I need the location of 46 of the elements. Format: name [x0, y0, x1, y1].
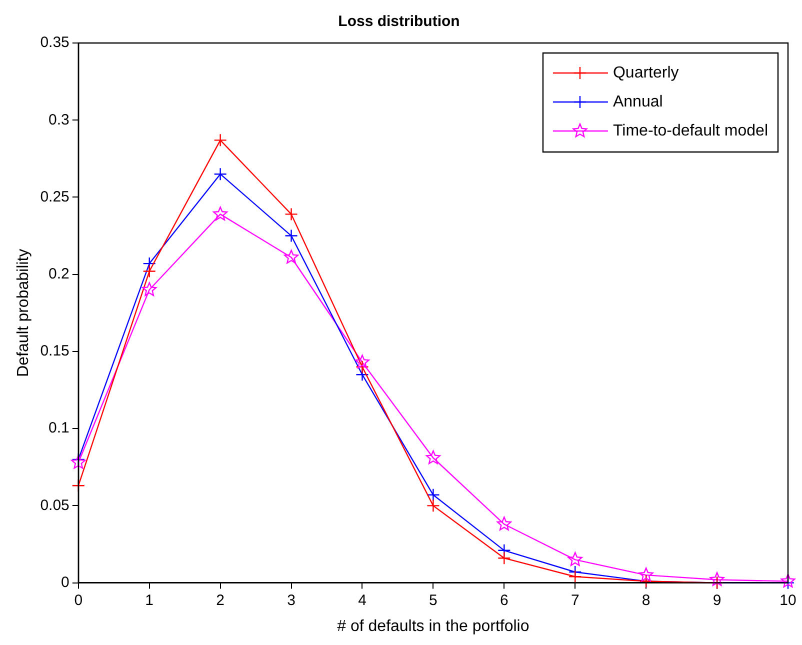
x-tick-label: 8	[642, 592, 650, 609]
point	[780, 574, 796, 588]
point	[426, 488, 440, 502]
y-tick-label: 0.25	[40, 188, 70, 206]
y-tick-label: 0.35	[40, 34, 70, 52]
point	[142, 282, 157, 296]
x-tick-label: 7	[570, 592, 580, 609]
point	[284, 229, 298, 242]
point	[214, 167, 227, 181]
y-tick-label: 0.2	[48, 265, 70, 282]
legend-label: Quarterly	[612, 64, 679, 82]
point	[142, 264, 156, 278]
y-tick-label: 0.3	[48, 111, 70, 128]
chart-title: Loss distribution	[338, 13, 460, 30]
x-tick-label: 6	[500, 592, 508, 609]
y-axis-title: Default probability	[15, 248, 32, 377]
point	[213, 206, 228, 220]
x-tick-label: 9	[712, 592, 722, 609]
point	[214, 134, 227, 147]
x-tick-label: 1	[145, 592, 154, 609]
point	[426, 450, 440, 464]
point	[284, 250, 299, 264]
point	[498, 552, 511, 565]
y-tick-label: 0.1	[48, 420, 70, 437]
point	[638, 567, 654, 582]
y-tick-label: 0	[61, 574, 70, 591]
y-tick-label: 0.15	[40, 342, 70, 360]
point	[284, 208, 298, 221]
y-tick-label: 0.05	[40, 496, 70, 514]
point	[426, 499, 440, 512]
point	[356, 360, 369, 374]
point	[568, 570, 582, 584]
point	[710, 572, 724, 586]
point	[71, 454, 86, 469]
x-tick-label: 4	[358, 592, 366, 609]
legend-label: Time-to-default model	[612, 122, 768, 140]
x-tick-label: 5	[429, 592, 438, 609]
x-tick-label: 2	[216, 592, 224, 609]
legend-label: Annual	[612, 93, 663, 110]
x-tick-label: 3	[287, 592, 296, 609]
point	[496, 516, 512, 530]
x-axis-title: # of defaults in the portfolio	[337, 618, 530, 635]
x-tick-label: 10	[780, 592, 796, 609]
x-tick-label: 0	[74, 592, 83, 609]
point	[568, 552, 582, 566]
point	[354, 354, 370, 369]
